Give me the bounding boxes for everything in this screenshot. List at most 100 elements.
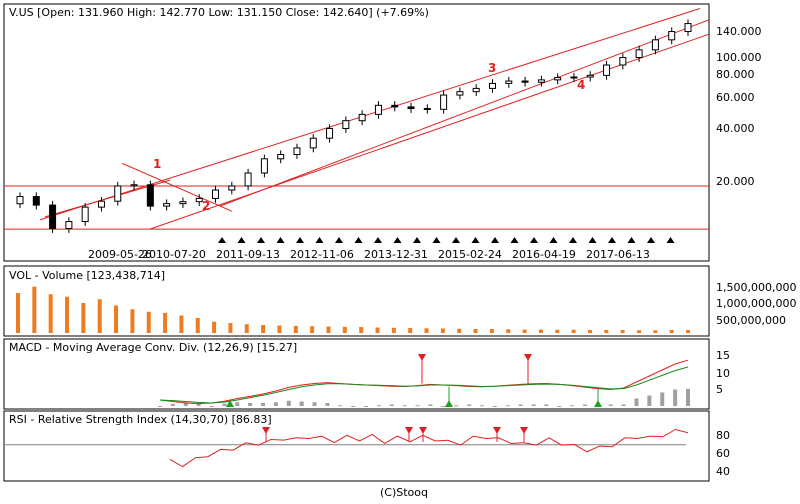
volume-bar xyxy=(244,324,249,333)
footer-copyright: (C)Stooq xyxy=(380,486,428,499)
signal-up-arrow xyxy=(666,237,675,243)
signal-up-arrow xyxy=(354,237,363,243)
volume-bar xyxy=(440,328,445,333)
volume-y-tick: 1,500,000,000 xyxy=(716,281,796,294)
signal-up-arrow xyxy=(471,237,480,243)
macd-histogram-bar xyxy=(479,405,484,407)
rsi-panel-frame xyxy=(3,410,710,482)
candle-body xyxy=(65,221,73,229)
volume-bar xyxy=(130,309,135,333)
rsi-y-tick: 80 xyxy=(716,429,730,442)
macd-buy-marker xyxy=(594,400,602,407)
candle-body xyxy=(554,77,562,81)
main-header: V.US [Open: 131.960 High: 142.770 Low: 1… xyxy=(9,6,429,19)
signal-up-arrow xyxy=(452,237,460,243)
volume-bar xyxy=(179,315,184,333)
macd-histogram-bar xyxy=(634,398,639,406)
rsi-y-tick: 40 xyxy=(716,465,730,478)
candle-body xyxy=(179,201,187,205)
signal-up-arrow xyxy=(374,237,382,243)
volume-header: VOL - Volume [123,438,714] xyxy=(9,269,165,282)
main-panel-frame xyxy=(3,3,710,262)
volume-bar xyxy=(424,328,429,333)
candle-body xyxy=(228,185,236,191)
macd-histogram-bar xyxy=(582,404,587,406)
annotation-label: 3 xyxy=(488,61,496,75)
macd-histogram-bar xyxy=(338,405,343,407)
candle-body xyxy=(326,127,334,139)
volume-bar xyxy=(636,330,641,333)
macd-histogram-bar xyxy=(428,404,433,406)
signal-up-arrow xyxy=(257,237,265,243)
macd-buy-marker xyxy=(226,400,234,407)
volume-bar xyxy=(375,327,380,333)
macd-histogram-bar xyxy=(325,403,330,406)
rsi-sell-marker xyxy=(520,427,528,434)
signal-up-arrow xyxy=(276,237,285,243)
candle-body xyxy=(195,197,203,203)
candle-body xyxy=(146,184,154,207)
signal-line xyxy=(159,366,689,404)
candle-body xyxy=(81,206,89,223)
macd-y-tick: 15 xyxy=(716,349,730,362)
macd-histogram-bar xyxy=(608,404,613,406)
signal-up-arrow xyxy=(218,237,226,243)
signal-up-arrow xyxy=(549,237,558,243)
rsi-sell-marker xyxy=(493,427,501,434)
chart-marks xyxy=(4,8,710,468)
macd-histogram-bar xyxy=(492,406,497,407)
volume-bar xyxy=(261,325,266,333)
macd-histogram-bar xyxy=(660,392,665,406)
candle-body xyxy=(537,79,545,83)
macd-histogram-bar xyxy=(531,404,536,406)
volume-panel-frame xyxy=(3,265,710,337)
volume-bar xyxy=(163,313,168,333)
volume-bar xyxy=(195,318,200,333)
candle-body xyxy=(114,185,122,202)
signal-up-arrow xyxy=(413,237,421,243)
macd-histogram-bar xyxy=(570,405,575,407)
macd-histogram-bar xyxy=(415,405,420,407)
macd-histogram-bar xyxy=(312,402,317,406)
x-tick-label: 2013-12-31 xyxy=(364,248,428,261)
volume-bar xyxy=(97,299,102,333)
macd-y-tick: 5 xyxy=(716,383,723,396)
volume-bar xyxy=(571,329,576,333)
volume-bar xyxy=(408,328,413,333)
macd-histogram-bar xyxy=(299,401,304,406)
signal-up-arrow xyxy=(627,237,636,243)
macd-histogram-bar xyxy=(673,389,678,406)
volume-bar xyxy=(146,311,151,333)
volume-bar xyxy=(81,303,86,333)
volume-bar xyxy=(620,330,625,333)
x-tick-label: 2010-07-20 xyxy=(142,248,206,261)
macd-header: MACD - Moving Average Conv. Div. (12,26,… xyxy=(9,341,297,354)
signal-up-arrow xyxy=(491,237,499,243)
candle-body xyxy=(651,39,659,51)
volume-bar xyxy=(473,329,478,333)
candle-body xyxy=(635,49,643,59)
signal-up-arrow xyxy=(647,237,655,243)
annotation-label: 1 xyxy=(153,157,161,171)
candle-body xyxy=(309,137,317,149)
signal-up-arrow xyxy=(510,237,519,243)
signal-up-arrow xyxy=(296,237,304,243)
main-y-tick: 20.000 xyxy=(716,175,755,188)
macd-histogram-bar xyxy=(557,406,562,407)
candle-body xyxy=(603,64,611,76)
macd-histogram-bar xyxy=(183,402,188,406)
macd-panel-frame xyxy=(3,338,710,410)
macd-histogram-bar xyxy=(441,406,446,407)
rsi-header: RSI - Relative Strength Index (14,30,70)… xyxy=(9,413,272,426)
macd-histogram-bar xyxy=(505,405,510,407)
candle-body xyxy=(570,76,578,79)
candle-body xyxy=(619,57,627,66)
candle-body xyxy=(472,87,480,93)
candle-body xyxy=(260,158,268,174)
candle-body xyxy=(488,82,496,89)
candle-body xyxy=(32,196,40,206)
signal-up-arrow xyxy=(608,237,616,243)
channel-mid-line xyxy=(219,19,710,207)
x-tick-label: 2009-05-26 xyxy=(88,248,152,261)
